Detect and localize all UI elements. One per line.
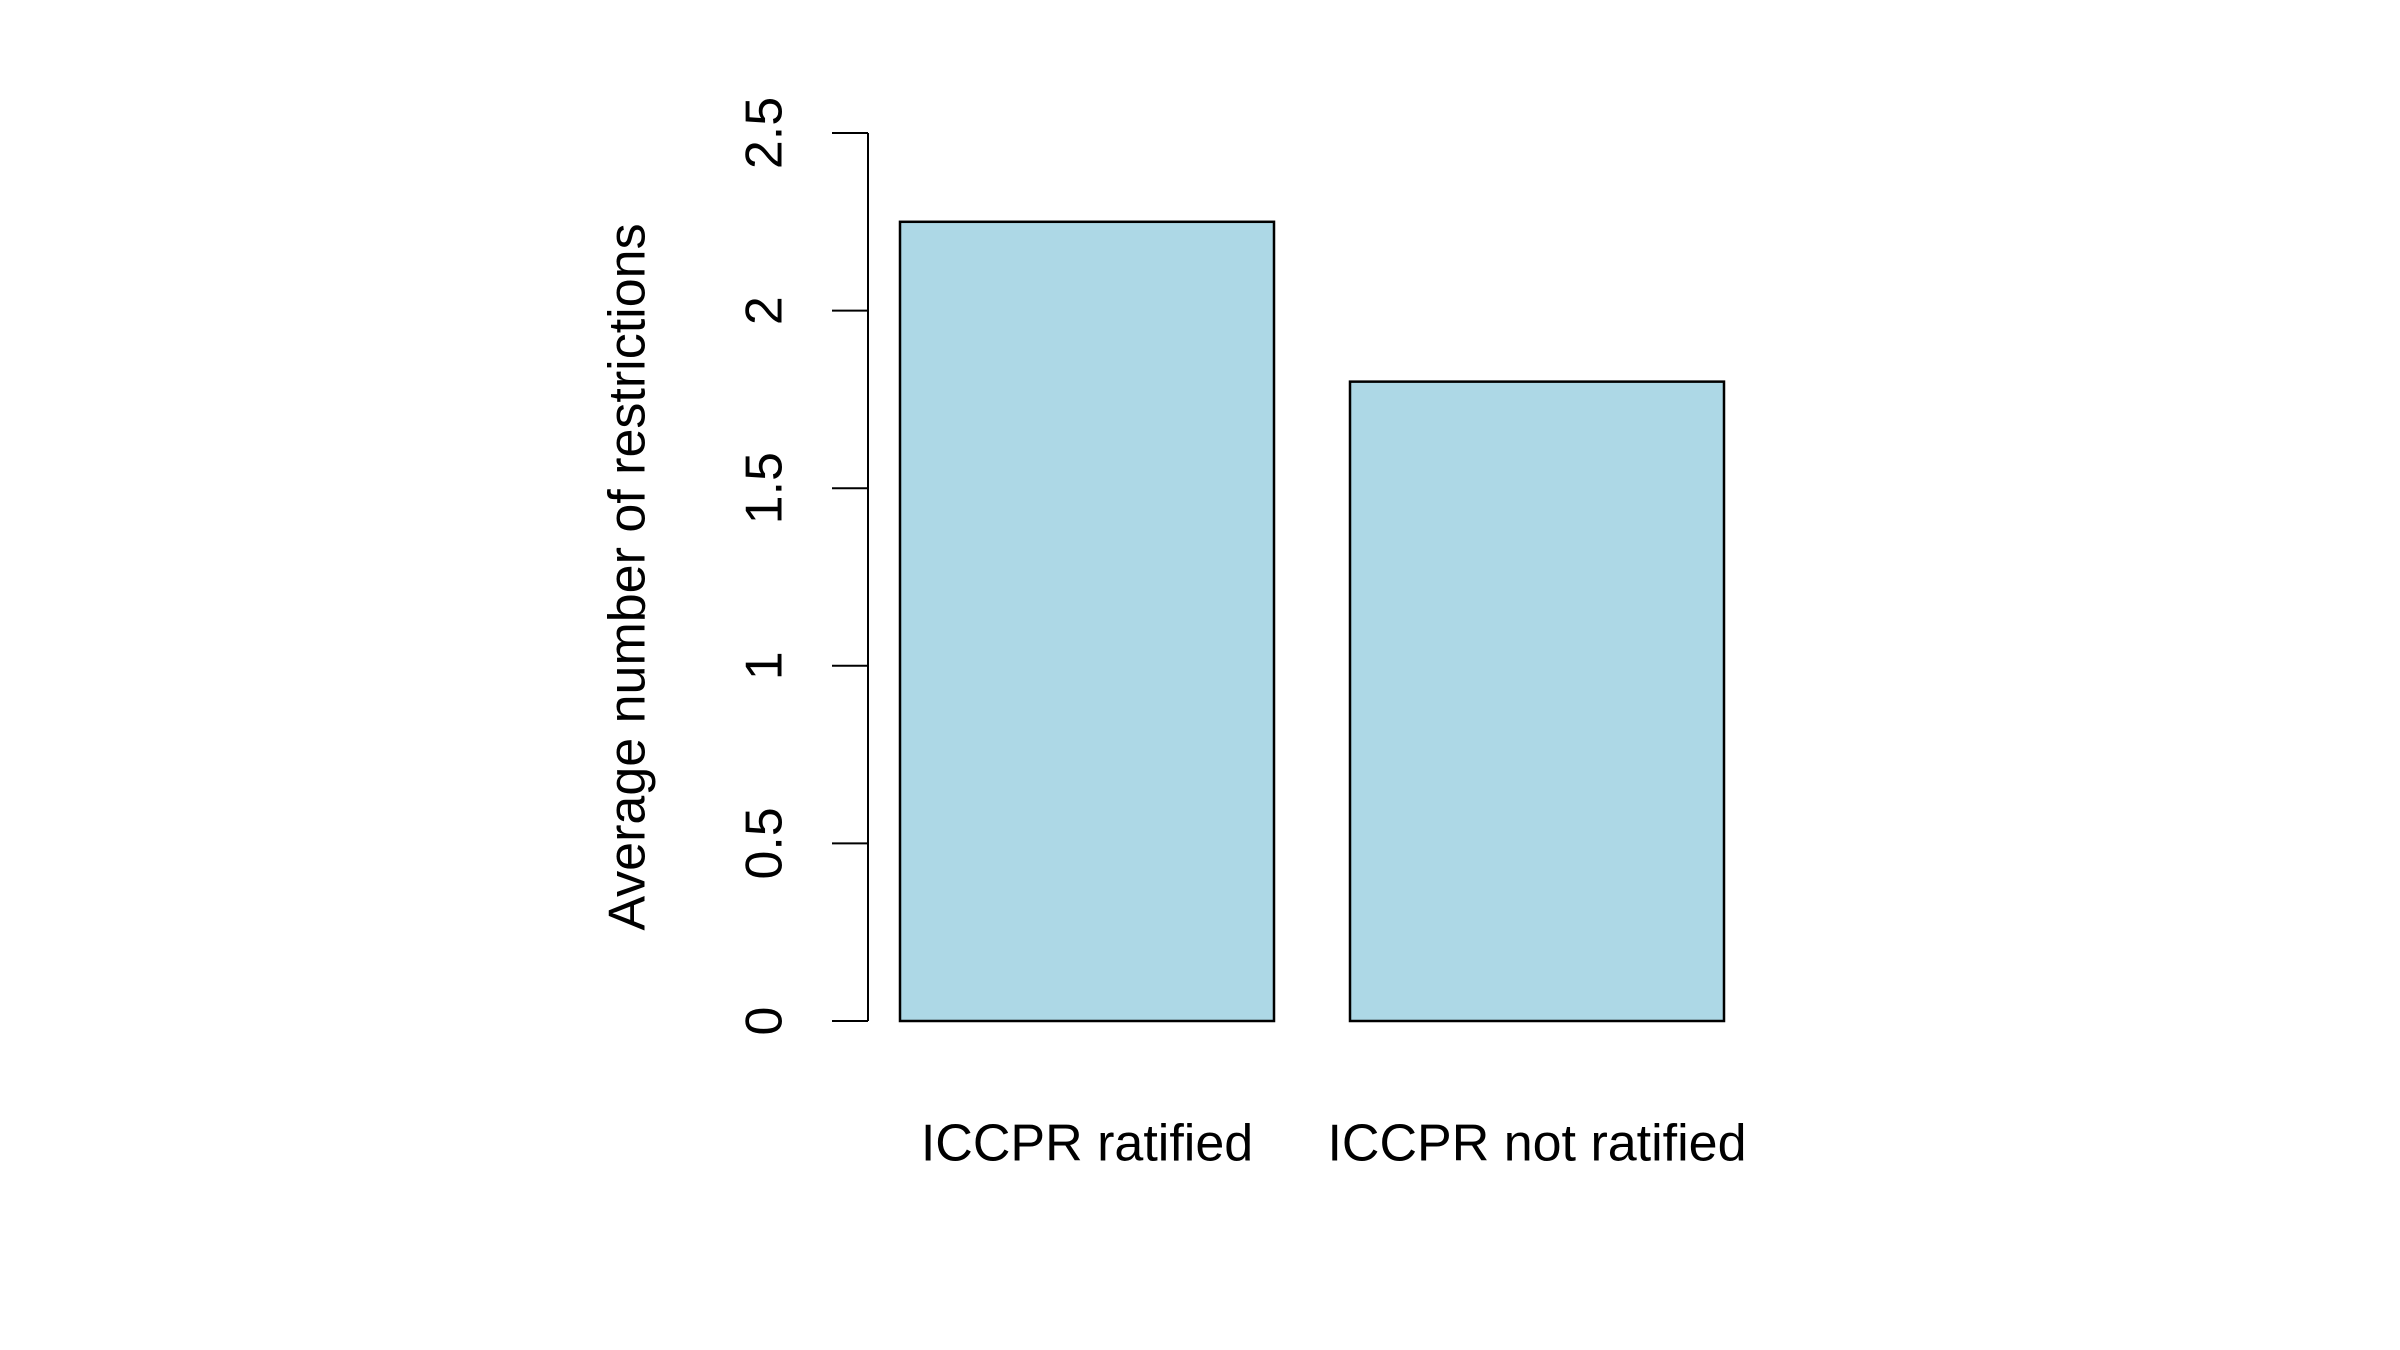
bar — [898, 220, 1276, 1023]
y-tick-label: 0.5 — [736, 807, 794, 879]
x-tick-label: ICCPR not ratified — [1327, 1115, 1746, 1173]
x-tick-label: ICCPR ratified — [921, 1115, 1253, 1173]
bar — [1348, 380, 1726, 1023]
y-tick-label: 1 — [736, 651, 794, 680]
y-tick-label: 2 — [736, 296, 794, 325]
y-tick-label: 1.5 — [736, 452, 794, 524]
y-tick-label: 2.5 — [736, 97, 794, 169]
y-axis-label: Average number of restrictions — [599, 223, 657, 930]
y-tick-label: 0 — [736, 1007, 794, 1036]
